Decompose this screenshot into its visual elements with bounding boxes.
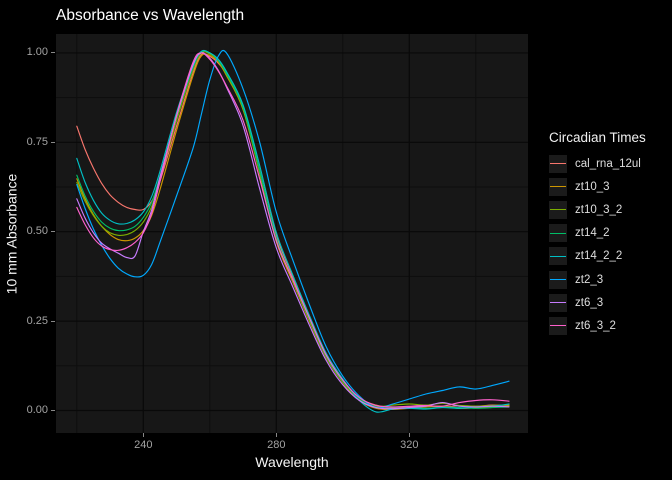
y-tick-mark <box>51 141 55 143</box>
legend-entries: cal_rna_12ul zt10_3 zt10_3_2 zt14_2 zt14_2_2… <box>549 152 646 338</box>
legend-key-swatch <box>549 293 567 312</box>
x-tick-label: 320 <box>400 439 419 451</box>
series-line-zt14_2_2 <box>76 49 510 413</box>
legend-key-line-icon <box>550 325 566 327</box>
chart-title: Absorbance vs Wavelength <box>56 7 245 24</box>
x-tick-mark <box>275 433 277 437</box>
series-line-zt6_3 <box>76 52 510 410</box>
legend-item-zt6_3: zt6_3 <box>549 291 646 314</box>
legend-label: zt14_2 <box>575 227 610 240</box>
x-tick-label: 240 <box>134 439 153 451</box>
legend-label: cal_rna_12ul <box>575 157 641 170</box>
legend-title: Circadian Times <box>549 130 646 145</box>
legend-key-swatch <box>549 200 567 219</box>
legend-item-zt14_2_2: zt14_2_2 <box>549 245 646 268</box>
x-axis-title: Wavelength <box>255 454 329 470</box>
legend-key-swatch <box>549 247 567 266</box>
plot-svg <box>56 34 528 433</box>
legend-item-cal_rna_12ul: cal_rna_12ul <box>549 152 646 175</box>
series-line-zt2_3 <box>76 49 510 409</box>
legend-key-line-icon <box>550 255 566 257</box>
series-line-zt6_3_2 <box>76 52 510 408</box>
series-line-zt14_2 <box>76 50 510 409</box>
legend-key-swatch <box>549 270 567 289</box>
legend-key-swatch <box>549 224 567 243</box>
y-tick-label: 0.75 <box>26 135 48 148</box>
plot-panel <box>56 34 528 433</box>
legend-key-swatch <box>549 177 567 196</box>
legend-label: zt14_2_2 <box>575 250 623 263</box>
legend-label: zt10_3 <box>575 180 610 193</box>
x-tick-mark <box>408 433 410 437</box>
legend-label: zt6_3_2 <box>575 319 616 332</box>
legend-key-line-icon <box>550 279 566 281</box>
legend-label: zt10_3_2 <box>575 203 623 216</box>
legend-key-line-icon <box>550 232 566 234</box>
x-tick-mark <box>142 433 144 437</box>
y-tick-label: 1.00 <box>26 46 48 59</box>
legend-item-zt2_3: zt2_3 <box>549 268 646 291</box>
legend-item-zt10_3_2: zt10_3_2 <box>549 198 646 221</box>
legend-item-zt14_2: zt14_2 <box>549 222 646 245</box>
y-tick-label: 0.25 <box>26 314 48 327</box>
y-tick-mark <box>51 320 55 322</box>
y-tick-mark <box>51 409 55 411</box>
legend-key-line-icon <box>550 209 566 211</box>
legend: Circadian Times cal_rna_12ul zt10_3 zt10_3… <box>549 130 646 338</box>
x-tick-label: 280 <box>267 439 286 451</box>
legend-key-line-icon <box>550 302 566 304</box>
legend-key-line-icon <box>550 186 566 188</box>
legend-label: zt6_3 <box>575 296 604 309</box>
legend-item-zt10_3: zt10_3 <box>549 175 646 198</box>
legend-key-swatch <box>549 154 567 173</box>
y-tick-mark <box>51 52 55 54</box>
series-line-cal_rna_12ul <box>76 53 510 409</box>
legend-key-line-icon <box>550 163 566 165</box>
y-tick-label: 0.50 <box>26 225 48 238</box>
legend-label: zt2_3 <box>575 273 604 286</box>
series-line-zt10_3_2 <box>76 51 510 408</box>
legend-item-zt6_3_2: zt6_3_2 <box>549 314 646 337</box>
legend-key-swatch <box>549 316 567 335</box>
y-tick-label: 0.00 <box>26 403 48 416</box>
y-tick-mark <box>51 231 55 233</box>
